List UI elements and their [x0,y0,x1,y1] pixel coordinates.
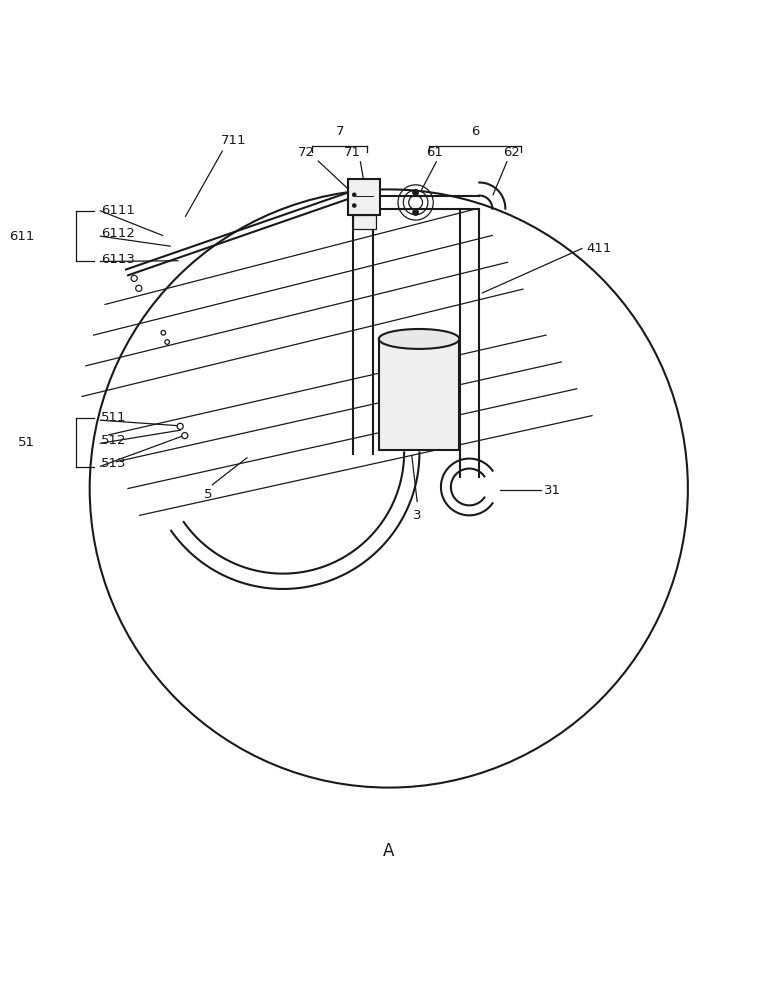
Text: 71: 71 [344,146,361,159]
Bar [348,179,381,215]
Text: 3: 3 [413,509,422,522]
Text: 51: 51 [18,436,34,449]
Text: 62: 62 [503,146,520,159]
Text: 6112: 6112 [102,227,135,240]
Bar [379,339,460,450]
Text: 512: 512 [102,434,126,447]
Ellipse shape [379,329,460,349]
Bar [353,215,376,229]
Text: 513: 513 [102,457,126,470]
Text: 72: 72 [298,146,315,159]
Circle shape [412,209,418,215]
Text: 711: 711 [221,134,246,147]
Circle shape [352,192,356,197]
Text: 5: 5 [205,488,213,501]
Text: 6113: 6113 [102,253,135,266]
Circle shape [352,203,356,208]
Text: 31: 31 [544,484,560,497]
Text: 611: 611 [9,230,34,243]
Text: 6: 6 [471,125,479,138]
Text: A: A [383,842,394,860]
Text: 7: 7 [336,125,344,138]
Text: 61: 61 [426,146,443,159]
Circle shape [412,189,418,196]
Text: 511: 511 [102,411,126,424]
Text: 411: 411 [587,242,612,255]
Text: 6111: 6111 [102,204,135,217]
